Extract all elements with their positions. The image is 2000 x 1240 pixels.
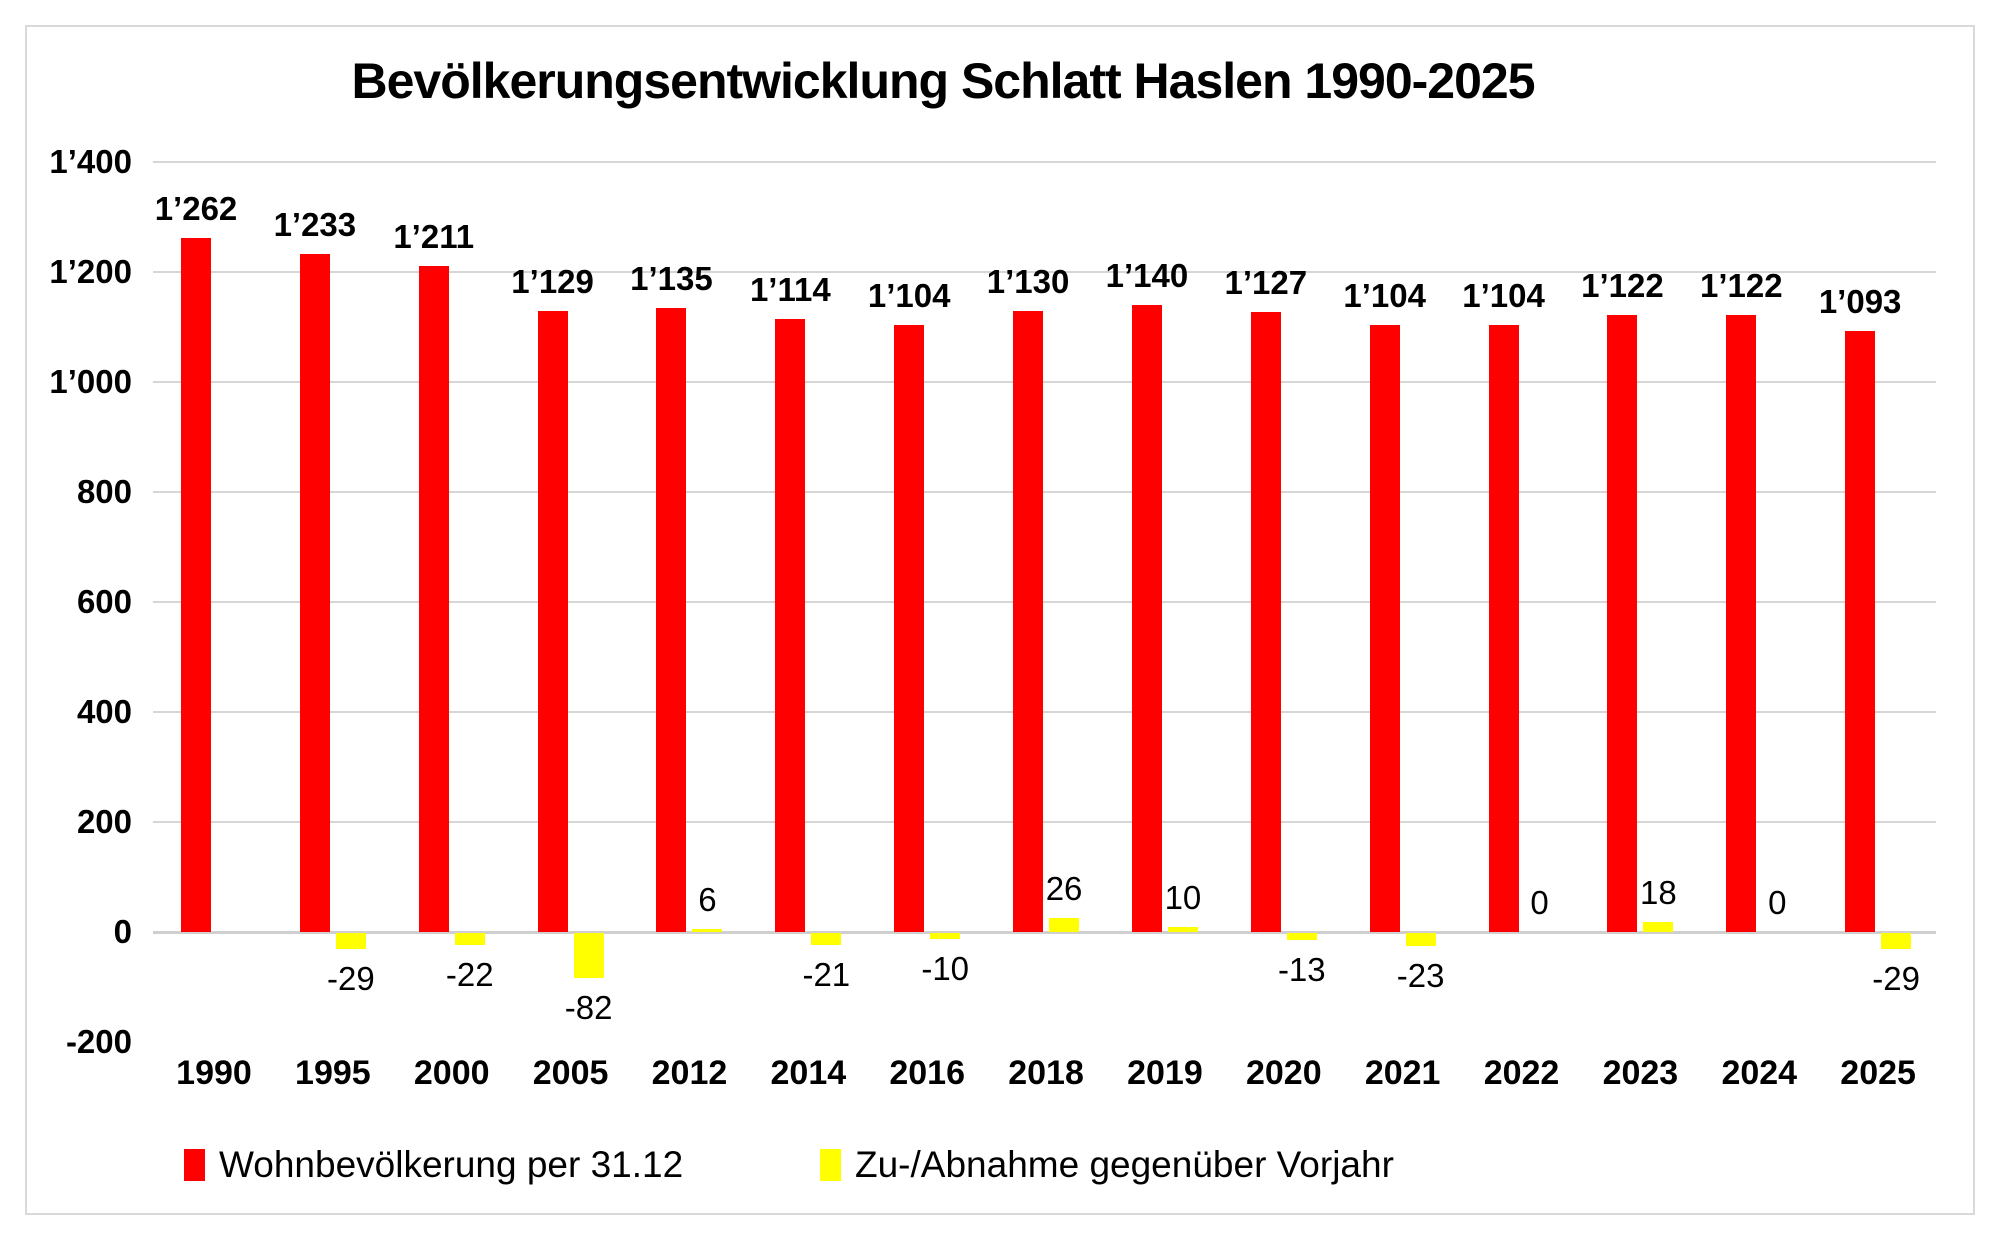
legend-label-change: Zu-/Abnahme gegenüber Vorjahr	[855, 1144, 1394, 1185]
gridline	[153, 711, 1936, 713]
change-value-label: 26	[1045, 869, 1083, 907]
population-bar	[299, 253, 330, 932]
y-axis-tick-label: -200	[65, 1023, 132, 1060]
y-axis-tick-label: 0	[113, 913, 132, 950]
legend-label-population: Wohnbevölkerung per 31.12	[219, 1144, 684, 1185]
chart-title: Bevölkerungsentwicklung Schlatt Haslen 1…	[351, 53, 1535, 109]
population-bar	[1131, 305, 1162, 932]
x-axis-category-label: 2012	[651, 1054, 728, 1092]
population-value-label: 1’104	[867, 276, 951, 314]
change-bar	[930, 933, 961, 939]
x-axis-category-label: 2024	[1721, 1054, 1798, 1092]
gridline	[153, 271, 1936, 273]
y-axis-tick-label: 400	[76, 693, 132, 730]
population-value-label: 1’122	[1581, 266, 1664, 304]
population-bar	[1250, 312, 1281, 932]
legend-item-population: Wohnbevölkerung per 31.12	[184, 1138, 683, 1192]
population-bar	[656, 307, 687, 932]
change-value-label: -29	[1872, 959, 1920, 997]
change-value-label: -22	[445, 956, 494, 994]
population-value-label: 1’129	[511, 263, 594, 301]
population-bar	[418, 265, 449, 932]
x-axis-category-label: 2025	[1840, 1054, 1916, 1092]
change-bar	[1286, 933, 1317, 941]
x-axis-category-label: 2018	[1008, 1054, 1084, 1092]
population-value-label: 1’122	[1699, 266, 1783, 304]
change-bar	[335, 933, 366, 949]
population-bar	[181, 237, 211, 932]
y-axis-tick-label: 1’200	[49, 253, 132, 290]
x-axis-category-label: 2023	[1602, 1054, 1679, 1092]
population-value-label: 1’093	[1818, 282, 1902, 320]
population-value-label: 1’104	[1343, 276, 1426, 314]
change-bar	[1643, 922, 1674, 932]
change-value-label: 0	[1530, 884, 1549, 921]
population-value-label: 1’127	[1224, 264, 1308, 302]
population-bar	[894, 324, 925, 932]
legend-item-change: Zu-/Abnahme gegenüber Vorjahr	[820, 1138, 1394, 1192]
population-value-label: 1’130	[986, 262, 1070, 300]
x-axis-category-label: 2016	[889, 1054, 965, 1092]
y-axis-tick-label: 600	[76, 583, 132, 620]
change-value-label: -13	[1277, 951, 1326, 989]
population-bar	[1845, 330, 1876, 932]
x-axis-category-label: 2020	[1245, 1054, 1322, 1092]
population-bar	[1726, 314, 1757, 932]
population-value-label: 1’211	[393, 217, 475, 255]
population-value-label: 1’262	[154, 189, 238, 227]
change-value-label: 18	[1640, 874, 1677, 912]
x-axis-category-label: 2021	[1364, 1054, 1441, 1092]
population-bar	[537, 311, 568, 932]
y-axis-tick-label: 1’000	[49, 363, 132, 400]
y-axis-tick-label: 200	[76, 803, 132, 840]
population-series-swatch	[184, 1149, 205, 1181]
population-value-label: 1’233	[273, 205, 357, 243]
change-bar	[1049, 917, 1080, 932]
change-bar	[573, 933, 604, 979]
change-value-label: -10	[921, 949, 970, 987]
x-axis-category-label: 2014	[770, 1054, 847, 1092]
change-bar	[1405, 933, 1436, 946]
x-axis-category-label: 1990	[176, 1054, 252, 1092]
change-value-label: -21	[802, 955, 851, 993]
change-bar	[1881, 933, 1912, 949]
x-axis-category-label: 2022	[1483, 1054, 1560, 1092]
gridline	[153, 821, 1936, 823]
population-bar	[1607, 314, 1638, 932]
x-axis-category-label: 2005	[532, 1054, 609, 1092]
population-bar	[775, 319, 806, 932]
population-value-label: 1’114	[749, 271, 831, 309]
y-axis-tick-label: 800	[76, 473, 132, 510]
population-bar	[1488, 324, 1519, 932]
change-bar	[454, 933, 485, 946]
change-bar	[692, 928, 723, 932]
population-bar	[1369, 324, 1400, 932]
chart-border-frame	[25, 25, 1975, 1215]
population-value-label: 1’140	[1105, 257, 1189, 294]
change-value-label: 6	[698, 880, 717, 918]
gridline	[153, 381, 1936, 383]
y-axis-tick-label: 1’400	[49, 143, 132, 180]
x-axis-category-label: 2019	[1127, 1054, 1203, 1092]
legend: Wohnbevölkerung per 31.12 Zu-/Abnahme ge…	[0, 1138, 2000, 1192]
population-value-label: 1’104	[1462, 276, 1545, 314]
x-axis-category-label: 1995	[295, 1054, 371, 1092]
gridline	[153, 161, 1936, 163]
change-value-label: 0	[1768, 884, 1787, 921]
gridline	[153, 601, 1936, 603]
change-series-swatch	[820, 1149, 841, 1181]
change-value-label: -82	[564, 989, 613, 1027]
change-value-label: -29	[327, 959, 375, 997]
change-bar	[1167, 926, 1198, 932]
change-value-label: -23	[1396, 956, 1445, 994]
change-value-label: 10	[1164, 878, 1202, 916]
population-value-label: 1’135	[630, 259, 713, 297]
gridline	[153, 491, 1936, 493]
zero-gridline	[153, 931, 1936, 934]
change-bar	[811, 933, 842, 945]
x-axis-category-label: 2000	[413, 1054, 490, 1092]
population-bar	[1013, 310, 1044, 932]
